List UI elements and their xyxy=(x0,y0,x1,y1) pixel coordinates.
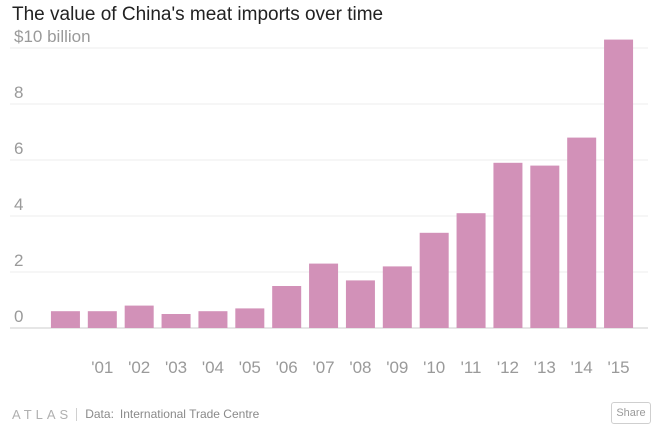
bar[interactable] xyxy=(50,311,80,328)
x-tick-label: '14 xyxy=(571,358,593,377)
bar[interactable] xyxy=(567,137,597,328)
bar[interactable] xyxy=(493,162,523,328)
bar[interactable] xyxy=(345,280,375,328)
bar[interactable] xyxy=(530,165,560,328)
bar[interactable] xyxy=(604,39,634,328)
x-tick-label: '06 xyxy=(276,358,298,377)
x-tick-label: '08 xyxy=(349,358,371,377)
y-tick-label: 2 xyxy=(14,251,23,270)
x-tick-label: '01 xyxy=(91,358,113,377)
y-tick-label: 6 xyxy=(14,139,23,158)
y-tick-label: 0 xyxy=(14,307,23,326)
bar[interactable] xyxy=(419,232,449,328)
bar[interactable] xyxy=(161,314,191,328)
bar[interactable] xyxy=(309,263,339,328)
bar[interactable] xyxy=(382,266,412,328)
bar[interactable] xyxy=(456,213,486,328)
x-tick-label: '15 xyxy=(607,358,629,377)
bar[interactable] xyxy=(124,305,154,328)
bar[interactable] xyxy=(235,308,265,328)
source-name: International Trade Centre xyxy=(119,407,260,421)
x-tick-label: '02 xyxy=(128,358,150,377)
source-label: Data: xyxy=(85,407,114,421)
y-tick-label: 8 xyxy=(14,83,23,102)
x-tick-label: '07 xyxy=(312,358,334,377)
x-tick-label: '11 xyxy=(461,358,482,377)
x-tick-label: '10 xyxy=(423,358,445,377)
x-tick-label: '04 xyxy=(202,358,224,377)
divider xyxy=(76,407,78,421)
bar-chart: 0 2 4 6 8 $10 billion '01 '02 '03 '04 '05 '06 '07 '08… xyxy=(10,27,648,377)
x-tick-label: '09 xyxy=(386,358,408,377)
bars xyxy=(50,39,634,328)
atlas-logo[interactable]: ATLAS xyxy=(12,406,73,422)
x-tick-label: '13 xyxy=(534,358,556,377)
y-tick-label: 4 xyxy=(14,195,23,214)
x-tick-label: '05 xyxy=(239,358,261,377)
share-button[interactable]: Share xyxy=(611,402,651,424)
chart-footer: ATLAS Data: International Trade Centre xyxy=(12,404,259,424)
x-tick-label: '12 xyxy=(497,358,519,377)
chart-title: The value of China's meat imports over t… xyxy=(12,4,384,25)
bar[interactable] xyxy=(87,311,117,328)
bar[interactable] xyxy=(198,311,228,328)
y-tick-label: $10 billion xyxy=(14,27,91,46)
axes: 0 2 4 6 8 $10 billion '01 '02 '03 '04 '05 '06 '07 '08… xyxy=(14,27,630,377)
bar[interactable] xyxy=(272,286,302,328)
x-tick-label: '03 xyxy=(165,358,187,377)
